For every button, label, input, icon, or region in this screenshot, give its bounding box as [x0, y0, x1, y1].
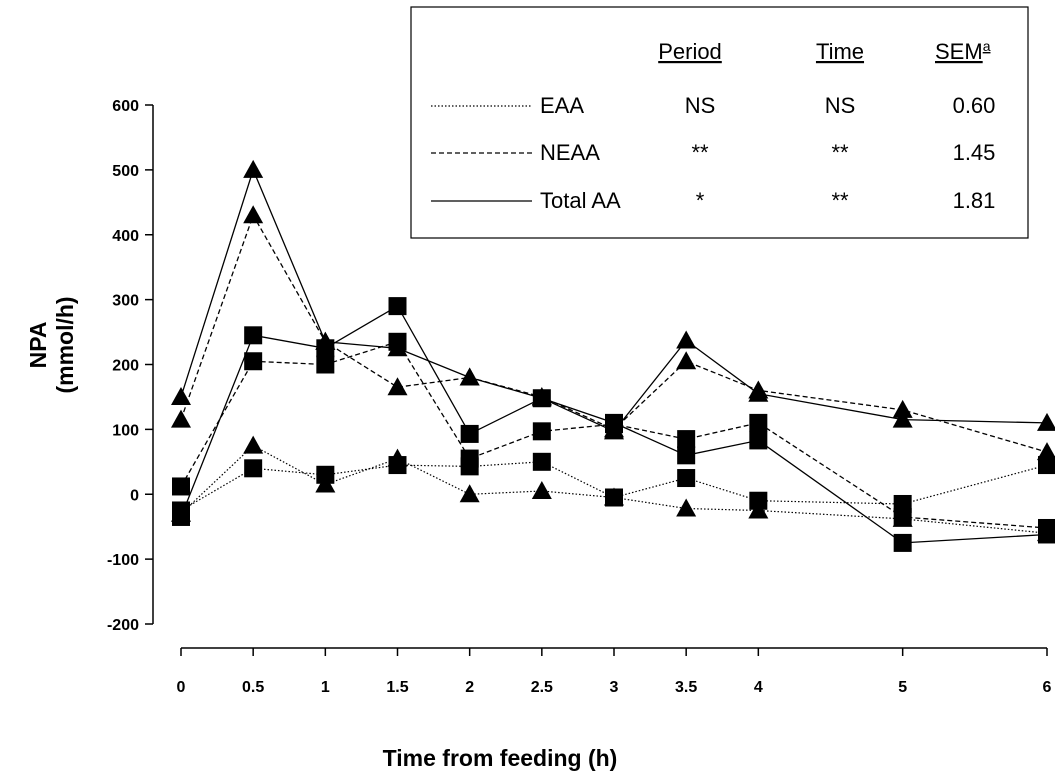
legend-header-period: Period — [658, 39, 722, 64]
data-point-eaa-triangle — [459, 484, 480, 503]
x-axis-ticks: 0 0.5 1 1.5 2 2.5 3 3.5 4 5 6 — [177, 648, 1052, 696]
data-point-eaa-square — [749, 491, 768, 510]
data-point-total-aa-triangle — [748, 383, 769, 402]
y-tick-label: 500 — [112, 163, 139, 180]
data-point-total-aa-triangle — [243, 159, 264, 178]
legend-header-sem: SEMa — [935, 38, 991, 64]
legend-sem-total-aa: 1.81 — [953, 188, 996, 213]
x-axis-title: Time from feeding (h) — [383, 745, 618, 771]
data-point-neaa-square — [172, 477, 190, 496]
data-point-eaa-triangle — [243, 435, 264, 454]
data-point-neaa-square — [749, 413, 768, 432]
data-point-neaa-square — [893, 507, 912, 526]
y-tick-label: 200 — [112, 358, 139, 375]
data-point-total-aa-square — [677, 446, 696, 465]
legend-header-time: Time — [816, 39, 864, 64]
y-axis-ticks: -200 -100 0 100 200 300 400 500 600 — [107, 98, 153, 634]
data-point-total-aa-triangle — [1037, 412, 1055, 431]
x-tick-label: 2 — [465, 679, 474, 696]
data-point-total-aa-triangle — [387, 338, 408, 357]
data-point-eaa-square — [1038, 456, 1055, 475]
y-tick-label: 400 — [112, 228, 139, 245]
legend-label-eaa: EAA — [540, 93, 584, 118]
data-point-total-aa-square — [460, 424, 479, 443]
data-point-total-aa-square — [1038, 525, 1055, 544]
data-point-total-aa-triangle — [459, 367, 480, 386]
y-tick-label: -100 — [107, 552, 139, 569]
x-tick-label: 3.5 — [675, 679, 697, 696]
data-point-eaa-square — [677, 469, 696, 488]
data-point-neaa-square — [316, 355, 335, 374]
data-point-neaa-triangle — [1037, 442, 1055, 461]
legend-period-eaa: NS — [685, 93, 716, 118]
legend-time-neaa: ** — [831, 140, 849, 165]
legend: Period Time SEMa EAA NS NS 0.60 NEAA ** ** 1.45… — [410, 6, 1029, 239]
data-point-total-aa-square — [605, 413, 623, 432]
y-tick-label: 600 — [112, 98, 139, 115]
legend-sem-eaa: 0.60 — [953, 93, 996, 118]
legend-time-eaa: NS — [825, 93, 856, 118]
data-point-eaa-square — [244, 459, 263, 478]
data-point-neaa-square — [244, 352, 263, 371]
legend-label-neaa: NEAA — [540, 140, 600, 165]
data-point-total-aa-square — [172, 507, 190, 526]
y-tick-label: -200 — [107, 617, 139, 634]
x-tick-label: 4 — [754, 679, 763, 696]
data-point-eaa-triangle — [531, 481, 552, 500]
legend-period-neaa: ** — [691, 140, 709, 165]
data-point-total-aa-square — [388, 297, 407, 316]
data-point-total-aa-square — [316, 339, 335, 358]
series-line-eaa-square — [180, 461, 1048, 512]
data-point-eaa-triangle — [676, 498, 697, 517]
data-point-eaa-square — [316, 465, 335, 484]
data-point-total-aa-triangle — [892, 409, 913, 428]
y-tick-label: 0 — [130, 487, 139, 504]
data-point-total-aa-triangle — [676, 330, 697, 349]
data-point-neaa-square — [677, 430, 696, 449]
x-tick-label: 6 — [1043, 679, 1052, 696]
data-point-neaa-triangle — [892, 399, 913, 418]
x-tick-label: 5 — [898, 679, 907, 696]
data-point-eaa-square — [532, 452, 551, 471]
x-tick-label: 2.5 — [531, 679, 553, 696]
data-point-neaa-triangle — [171, 409, 191, 428]
x-tick-label: 1.5 — [386, 679, 408, 696]
data-point-neaa-square — [532, 422, 551, 441]
legend-sem-neaa: 1.45 — [953, 140, 996, 165]
x-tick-label: 3 — [610, 679, 619, 696]
data-point-total-aa-triangle — [171, 386, 191, 405]
legend-time-total-aa: ** — [831, 188, 849, 213]
data-point-eaa-square — [388, 456, 407, 475]
x-tick-label: 0 — [177, 679, 186, 696]
data-point-total-aa-square — [749, 431, 768, 450]
series-layer — [171, 159, 1055, 552]
x-tick-label: 1 — [321, 679, 330, 696]
data-point-neaa-square — [460, 449, 479, 468]
data-point-neaa-triangle — [243, 205, 264, 224]
y-axis-title-line2: (mmol/h) — [52, 296, 78, 393]
y-axis-title-line1: NPA — [25, 322, 51, 369]
data-point-total-aa-square — [532, 389, 551, 408]
data-point-total-aa-square — [244, 326, 263, 345]
data-point-neaa-triangle — [387, 377, 408, 396]
data-point-neaa-triangle — [676, 351, 697, 370]
y-tick-label: 300 — [112, 293, 139, 310]
x-tick-label: 0.5 — [242, 679, 264, 696]
legend-period-total-aa: * — [696, 188, 705, 213]
data-point-eaa-square — [605, 488, 623, 507]
legend-label-total-aa: Total AA — [540, 188, 621, 213]
data-point-total-aa-square — [893, 533, 912, 552]
legend-box — [410, 6, 1029, 239]
y-tick-label: 100 — [112, 422, 139, 439]
legend-header-sem-superscript: a — [983, 38, 991, 54]
